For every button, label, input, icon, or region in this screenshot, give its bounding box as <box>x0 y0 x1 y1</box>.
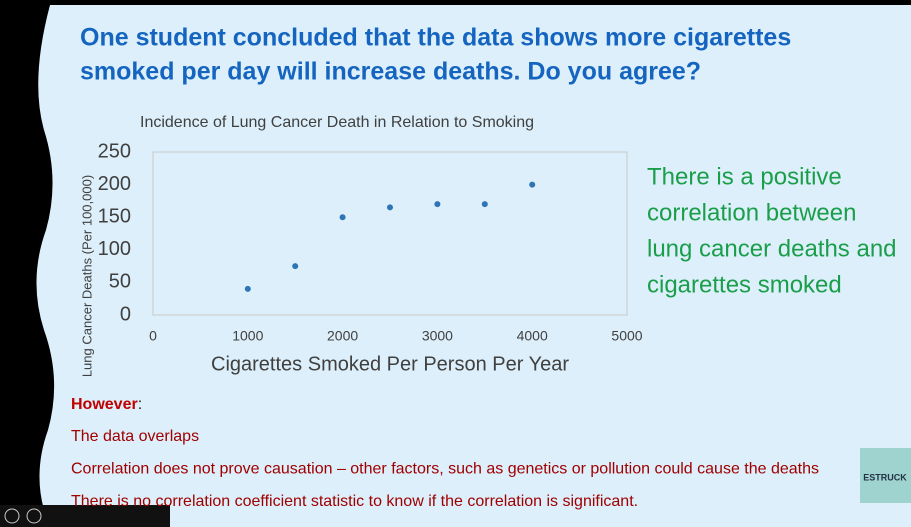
y-axis-label: Lung Cancer Deaths (Per 100,000) <box>79 175 94 377</box>
logo <box>860 448 911 503</box>
x-tick-label: 4000 <box>517 328 548 344</box>
point <box>434 201 441 208</box>
side-text: correlation between <box>647 199 856 226</box>
y-tick-label: 50 <box>109 271 131 293</box>
x-tick-label: 5000 <box>611 328 642 344</box>
notes-heading: However <box>71 396 138 413</box>
note: Correlation does not prove causation – o… <box>71 461 819 478</box>
x-tick-label: 0 <box>149 328 157 344</box>
x-axis-label: Cigarettes Smoked Per Person Per Year <box>211 353 569 375</box>
point <box>529 181 536 188</box>
side-text: cigarettes smoked <box>647 271 842 298</box>
point <box>387 204 393 211</box>
note: There is no correlation coefficient stat… <box>71 493 638 510</box>
next-button[interactable] <box>26 508 42 524</box>
slide-title: One student concluded that the data show… <box>80 24 791 52</box>
logo-text: ESTRUCK <box>863 472 907 482</box>
point <box>292 263 299 270</box>
y-tick-label: 100 <box>98 238 131 260</box>
x-tick-label: 1000 <box>232 328 263 344</box>
x-tick-label: 3000 <box>422 328 453 344</box>
slide-title: smoked per day will increase deaths. Do … <box>80 58 701 86</box>
plot-area <box>152 151 628 316</box>
point <box>481 201 488 208</box>
x-tick-label: 2000 <box>327 328 358 344</box>
point <box>244 285 251 292</box>
toolbar <box>0 505 170 527</box>
notes-colon: : <box>138 396 142 413</box>
y-tick-label: 200 <box>98 173 131 195</box>
side-text: There is a positive <box>647 163 842 190</box>
y-tick-label: 150 <box>98 205 131 227</box>
note: The data overlaps <box>71 428 199 445</box>
y-tick-label: 250 <box>98 140 131 162</box>
chart-title: Incidence of Lung Cancer Death in Relati… <box>140 114 534 131</box>
y-tick-label: 0 <box>120 303 131 325</box>
prev-button[interactable] <box>4 508 20 524</box>
slide <box>36 5 911 527</box>
point <box>339 214 346 221</box>
side-text: lung cancer deaths and <box>647 235 897 262</box>
